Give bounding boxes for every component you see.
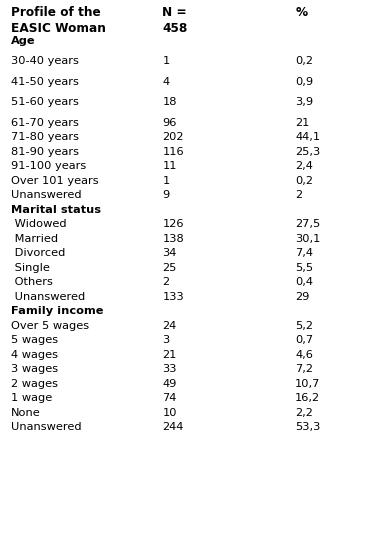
Text: Family income: Family income xyxy=(11,306,104,316)
Text: Marital status: Marital status xyxy=(11,205,101,215)
Text: 3,9: 3,9 xyxy=(295,97,313,107)
Text: 25,3: 25,3 xyxy=(295,147,320,157)
Text: 16,2: 16,2 xyxy=(295,393,320,403)
Text: Unanswered: Unanswered xyxy=(11,190,82,200)
Text: 0,2: 0,2 xyxy=(295,176,313,185)
Text: 0,4: 0,4 xyxy=(295,277,313,287)
Text: 53,3: 53,3 xyxy=(295,422,321,432)
Text: 96: 96 xyxy=(162,118,177,128)
Text: 5 wages: 5 wages xyxy=(11,335,58,345)
Text: 49: 49 xyxy=(162,379,177,389)
Text: 138: 138 xyxy=(162,234,184,244)
Text: %: % xyxy=(295,6,307,19)
Text: 0,2: 0,2 xyxy=(295,56,313,66)
Text: 7,4: 7,4 xyxy=(295,248,313,258)
Text: 51-60 years: 51-60 years xyxy=(11,97,79,107)
Text: 29: 29 xyxy=(295,292,310,302)
Text: 7,2: 7,2 xyxy=(295,364,313,374)
Text: 27,5: 27,5 xyxy=(295,219,320,229)
Text: 4 wages: 4 wages xyxy=(11,350,58,360)
Text: 25: 25 xyxy=(162,263,177,273)
Text: 41-50 years: 41-50 years xyxy=(11,77,79,87)
Text: 4,6: 4,6 xyxy=(295,350,313,360)
Text: 1: 1 xyxy=(162,56,170,66)
Text: Widowed: Widowed xyxy=(11,219,67,229)
Text: 81-90 years: 81-90 years xyxy=(11,147,79,157)
Text: Profile of the
EASIC Woman: Profile of the EASIC Woman xyxy=(11,6,106,35)
Text: 30,1: 30,1 xyxy=(295,234,321,244)
Text: Married: Married xyxy=(11,234,58,244)
Text: 3 wages: 3 wages xyxy=(11,364,58,374)
Text: 18: 18 xyxy=(162,97,177,107)
Text: 0,9: 0,9 xyxy=(295,77,313,87)
Text: 116: 116 xyxy=(162,147,184,157)
Text: 30-40 years: 30-40 years xyxy=(11,56,79,66)
Text: 9: 9 xyxy=(162,190,170,200)
Text: 74: 74 xyxy=(162,393,177,403)
Text: Single: Single xyxy=(11,263,50,273)
Text: Over 5 wages: Over 5 wages xyxy=(11,321,89,330)
Text: N =
458: N = 458 xyxy=(162,6,188,35)
Text: 202: 202 xyxy=(162,132,184,142)
Text: 71-80 years: 71-80 years xyxy=(11,132,79,142)
Text: 2,4: 2,4 xyxy=(295,161,313,171)
Text: 5,2: 5,2 xyxy=(295,321,313,330)
Text: Divorced: Divorced xyxy=(11,248,65,258)
Text: 10: 10 xyxy=(162,408,177,418)
Text: Unanswered: Unanswered xyxy=(11,292,85,302)
Text: Age: Age xyxy=(11,36,36,46)
Text: 11: 11 xyxy=(162,161,177,171)
Text: 1: 1 xyxy=(162,176,170,185)
Text: Unanswered: Unanswered xyxy=(11,422,82,432)
Text: 2,2: 2,2 xyxy=(295,408,313,418)
Text: 61-70 years: 61-70 years xyxy=(11,118,79,128)
Text: 34: 34 xyxy=(162,248,177,258)
Text: 21: 21 xyxy=(295,118,310,128)
Text: 44,1: 44,1 xyxy=(295,132,320,142)
Text: 91-100 years: 91-100 years xyxy=(11,161,86,171)
Text: 3: 3 xyxy=(162,335,170,345)
Text: 10,7: 10,7 xyxy=(295,379,321,389)
Text: 2 wages: 2 wages xyxy=(11,379,58,389)
Text: 2: 2 xyxy=(295,190,302,200)
Text: Over 101 years: Over 101 years xyxy=(11,176,99,185)
Text: 24: 24 xyxy=(162,321,177,330)
Text: Others: Others xyxy=(11,277,53,287)
Text: 0,7: 0,7 xyxy=(295,335,313,345)
Text: 126: 126 xyxy=(162,219,184,229)
Text: 4: 4 xyxy=(162,77,169,87)
Text: 5,5: 5,5 xyxy=(295,263,313,273)
Text: 1 wage: 1 wage xyxy=(11,393,52,403)
Text: 21: 21 xyxy=(162,350,177,360)
Text: 2: 2 xyxy=(162,277,169,287)
Text: None: None xyxy=(11,408,41,418)
Text: 133: 133 xyxy=(162,292,184,302)
Text: 244: 244 xyxy=(162,422,184,432)
Text: 33: 33 xyxy=(162,364,177,374)
